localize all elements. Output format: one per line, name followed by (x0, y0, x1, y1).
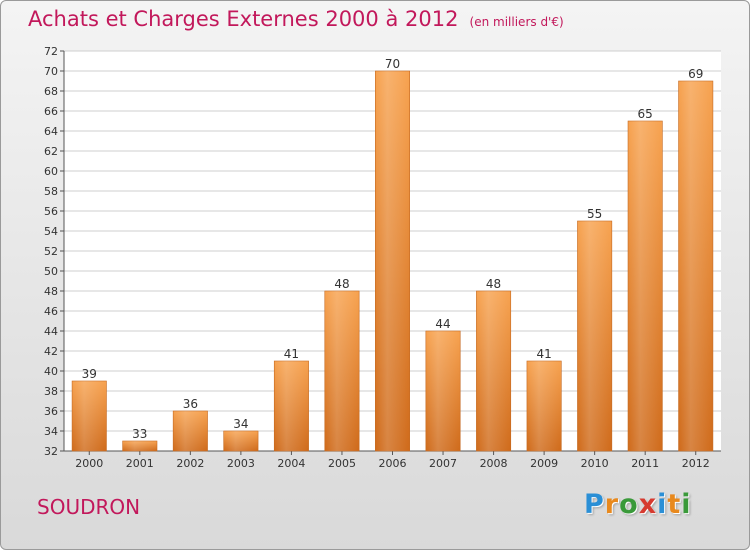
y-tick-label: 34 (44, 425, 58, 438)
bar-value-label: 55 (587, 207, 602, 221)
logo-letter: i (681, 489, 692, 520)
x-tick-label: 2007 (429, 457, 457, 470)
x-tick-label: 2004 (277, 457, 305, 470)
y-tick-label: 60 (44, 165, 58, 178)
y-tick-label: 32 (44, 445, 58, 458)
y-tick-label: 58 (44, 185, 58, 198)
logo-letter: P (584, 489, 605, 520)
x-tick-label: 2000 (75, 457, 103, 470)
logo-letter: r (604, 489, 620, 520)
bar-value-label: 44 (435, 317, 450, 331)
bar-value-label: 70 (385, 57, 400, 71)
y-tick-label: 64 (44, 125, 58, 138)
chart-unit: (en milliers d'€) (469, 15, 564, 29)
bar-highlight (72, 381, 107, 451)
x-tick-label: 2010 (581, 457, 609, 470)
bar-value-label: 65 (638, 107, 653, 121)
chart-title-text: Achats et Charges Externes 2000 à 2012 (28, 7, 459, 31)
x-tick-label: 2012 (682, 457, 710, 470)
logo-letter: i (657, 489, 668, 520)
commune-name: SOUDRON (37, 495, 141, 519)
bar-highlight (173, 411, 208, 451)
logo-letter: t (667, 489, 682, 520)
y-tick-label: 40 (44, 365, 58, 378)
x-tick-label: 2008 (480, 457, 508, 470)
bar-highlight (678, 81, 713, 451)
bar-highlight (223, 431, 259, 451)
y-tick-label: 42 (44, 345, 58, 358)
bar-highlight (375, 71, 410, 451)
bar-value-label: 41 (536, 347, 551, 361)
y-tick-label: 46 (44, 305, 58, 318)
bar-highlight (577, 221, 612, 451)
y-tick-label: 44 (44, 325, 58, 338)
bar-highlight (425, 331, 461, 451)
y-tick-label: 70 (44, 65, 58, 78)
y-tick-label: 48 (44, 285, 58, 298)
x-tick-label: 2011 (631, 457, 659, 470)
x-tick-label: 2006 (379, 457, 407, 470)
y-tick-label: 54 (44, 225, 58, 238)
y-tick-label: 68 (44, 85, 58, 98)
y-tick-label: 36 (44, 405, 58, 418)
y-tick-label: 56 (44, 205, 58, 218)
bar-highlight (274, 361, 309, 451)
axes: 32 34 36 38 40 42 44 46 48 50 52 54 56 58 60 62 64 66 68 70… (44, 45, 721, 470)
bar-value-label: 69 (688, 67, 703, 81)
bar-highlight (476, 291, 511, 451)
logo-letter: x (638, 489, 658, 520)
y-tick-label: 66 (44, 105, 58, 118)
x-tick-label: 2001 (126, 457, 154, 470)
bar-value-label: 39 (82, 367, 97, 381)
y-tick-label: 50 (44, 265, 58, 278)
bar-value-label: 41 (284, 347, 299, 361)
bar-highlight (324, 291, 360, 451)
y-tick-label: 62 (44, 145, 58, 158)
bar-value-label: 36 (183, 397, 198, 411)
proxiti-logo: Proxiti (584, 489, 692, 520)
y-tick-label: 52 (44, 245, 58, 258)
bar-highlight (628, 121, 663, 451)
y-tick-label: 38 (44, 385, 58, 398)
bar-highlight (122, 441, 157, 451)
x-tick-label: 2003 (227, 457, 255, 470)
x-tick-label: 2002 (176, 457, 204, 470)
bars (71, 70, 714, 452)
bar-value-label: 48 (486, 277, 501, 291)
x-tick-label: 2005 (328, 457, 356, 470)
chart-title: Achats et Charges Externes 2000 à 2012 (… (28, 7, 564, 31)
bar-value-label: 34 (233, 417, 248, 431)
bar-value-label: 48 (334, 277, 349, 291)
x-tick-label: 2009 (530, 457, 558, 470)
logo-letter: o (619, 489, 639, 520)
bar-labels: 39 33 36 34 41 48 70 44 48 41 55 65 69 (82, 57, 704, 441)
bar-highlight (526, 361, 562, 451)
y-tick-label: 72 (44, 45, 58, 58)
bar-value-label: 33 (132, 427, 147, 441)
